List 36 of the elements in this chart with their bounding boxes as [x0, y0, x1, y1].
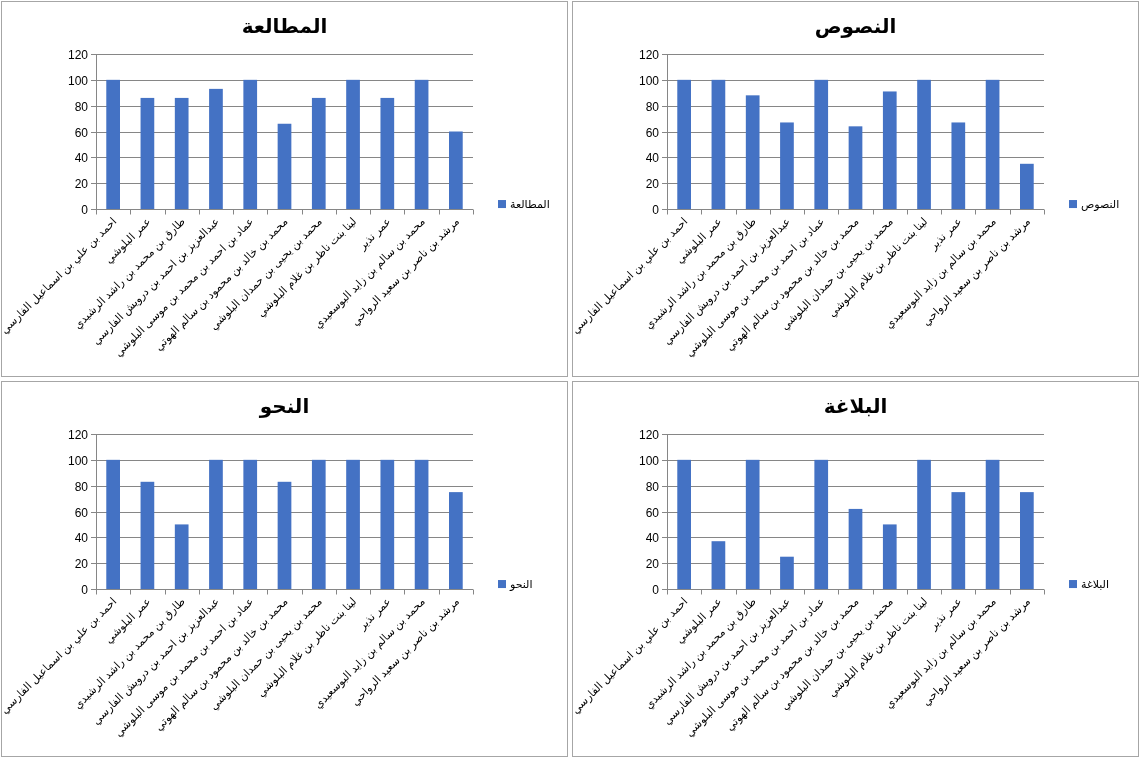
title: النصوص — [814, 15, 897, 37]
ytick: 0 — [81, 583, 88, 597]
title: النحو — [259, 395, 310, 417]
ytick: 40 — [74, 531, 88, 545]
ytick: 60 — [74, 126, 88, 140]
ytick: 100 — [67, 454, 88, 468]
ytick: 80 — [645, 100, 659, 114]
legend-label: النصوص — [1081, 198, 1120, 211]
ytick: 40 — [645, 151, 659, 165]
legend-label: النحو — [510, 578, 533, 591]
legend-label: البلاغة — [1081, 578, 1109, 591]
ytick: 20 — [74, 177, 88, 191]
ytick: 20 — [645, 557, 659, 571]
ytick: 0 — [652, 583, 659, 597]
legend-label: المطالعة — [510, 198, 550, 211]
ytick: 100 — [638, 454, 659, 468]
ytick: 120 — [67, 48, 88, 62]
ytick: 120 — [638, 48, 659, 62]
ytick: 100 — [67, 74, 88, 88]
ytick: 0 — [81, 203, 88, 217]
ytick: 60 — [645, 126, 659, 140]
title: المطالعة — [241, 15, 328, 37]
ytick: 80 — [74, 480, 88, 494]
ytick: 20 — [645, 177, 659, 191]
ytick: 80 — [74, 100, 88, 114]
ytick: 40 — [74, 151, 88, 165]
title: البلاغة — [823, 395, 888, 417]
ytick: 60 — [74, 506, 88, 520]
ytick: 0 — [652, 203, 659, 217]
ytick: 120 — [67, 428, 88, 442]
ytick: 20 — [74, 557, 88, 571]
ytick: 60 — [645, 506, 659, 520]
ytick: 120 — [638, 428, 659, 442]
ytick: 80 — [645, 480, 659, 494]
ytick: 40 — [645, 531, 659, 545]
ytick: 100 — [638, 74, 659, 88]
